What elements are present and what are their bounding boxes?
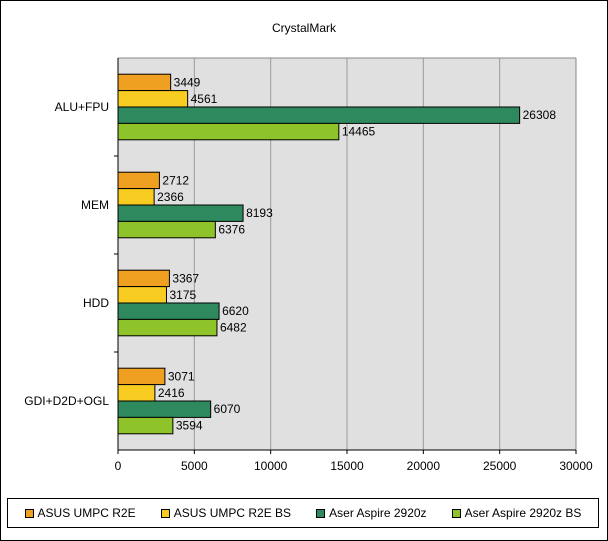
data-label: 6482 <box>220 321 247 335</box>
x-tick-label: 25000 <box>483 459 517 473</box>
data-label: 2366 <box>157 190 184 204</box>
legend-swatch <box>24 508 34 518</box>
data-label: 6376 <box>218 223 245 237</box>
bar <box>117 400 212 418</box>
x-tick-label: 10000 <box>254 459 288 473</box>
legend-label: Aser Aspire 2920z <box>329 506 427 520</box>
data-label: 14465 <box>342 125 376 139</box>
bar <box>117 416 174 435</box>
legend-label: ASUS UMPC R2E <box>37 506 136 520</box>
data-label: 26308 <box>523 108 557 122</box>
legend-item: ASUS UMPC R2E BS <box>160 506 292 520</box>
category-label: GDI+D2D+OGL <box>24 394 109 408</box>
x-tick-label: 5000 <box>181 459 208 473</box>
legend-swatch <box>451 508 461 518</box>
bar <box>117 286 167 304</box>
bar <box>117 220 216 239</box>
legend-label: ASUS UMPC R2E BS <box>173 506 292 520</box>
legend-swatch <box>160 508 170 518</box>
bar <box>117 204 244 222</box>
data-label: 3175 <box>169 288 196 302</box>
legend-swatch <box>316 508 326 518</box>
x-tick-label: 20000 <box>407 459 441 473</box>
category-label: MEM <box>81 198 109 212</box>
x-tick-label: 0 <box>115 459 122 473</box>
bar <box>117 73 172 92</box>
legend-item: Aser Aspire 2920z <box>316 506 427 520</box>
data-label: 2712 <box>162 173 189 187</box>
bar <box>117 171 160 190</box>
data-label: 3071 <box>168 369 195 383</box>
data-label: 3594 <box>176 419 203 433</box>
legend-item: ASUS UMPC R2E <box>24 506 136 520</box>
x-tick-label: 15000 <box>330 459 364 473</box>
data-label: 3367 <box>172 271 199 285</box>
bar <box>117 302 220 320</box>
bar <box>117 269 170 288</box>
bar <box>117 367 166 386</box>
data-label: 8193 <box>246 206 273 220</box>
category-label: HDD <box>83 296 109 310</box>
category-label: ALU+FPU <box>55 100 109 114</box>
x-tick-label: 30000 <box>559 459 593 473</box>
data-label: 6620 <box>222 304 249 318</box>
legend-item: Aser Aspire 2920z BS <box>451 506 582 520</box>
legend: ASUS UMPC R2E ASUS UMPC R2E BS Aser Aspire… <box>7 498 599 528</box>
legend-label: Aser Aspire 2920z BS <box>464 506 582 520</box>
data-label: 4561 <box>191 92 218 106</box>
bar <box>117 106 521 124</box>
plot-area: 0 5000 10000 15000 20000 25000 30000 ALU+FPU 344… <box>24 57 593 473</box>
bar <box>117 90 189 108</box>
bar <box>117 188 155 206</box>
bar <box>117 384 156 402</box>
bar <box>117 122 340 141</box>
data-label: 2416 <box>158 386 185 400</box>
bar <box>117 318 218 337</box>
data-label: 3449 <box>174 75 201 89</box>
data-label: 6070 <box>214 402 241 416</box>
chart-title: CrystalMark <box>272 21 337 35</box>
